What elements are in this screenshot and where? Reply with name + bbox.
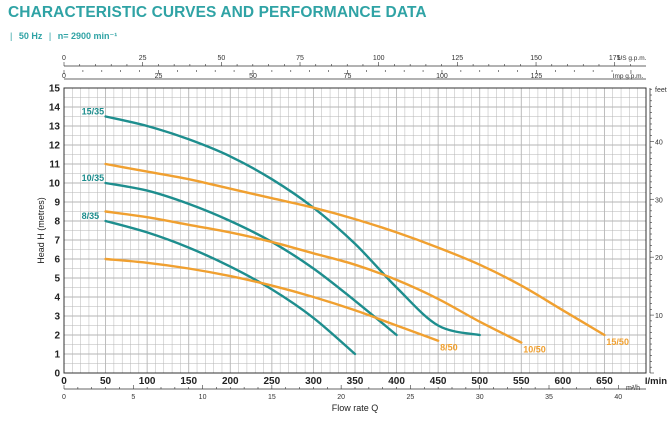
- m3h-unit-label: m³/h: [626, 385, 640, 392]
- series-label-15-50: 15/50: [606, 337, 629, 347]
- y-tick-label: 0: [54, 369, 60, 380]
- curves: [104, 115, 606, 356]
- y-axis-label: Head H (metres): [36, 197, 46, 264]
- series-label-10-35: 10/35: [82, 173, 105, 183]
- y-tick-label: 6: [54, 255, 60, 266]
- y-tick-label: 11: [49, 160, 60, 171]
- series-label-15-35: 15/35: [82, 107, 105, 117]
- curve-15-35: [104, 115, 481, 337]
- x-tick-label: 450: [430, 376, 447, 387]
- x-tick-label: 350: [347, 376, 364, 387]
- imp-gpm-tick-label: 75: [344, 73, 352, 80]
- x-tick-label: 150: [180, 376, 197, 387]
- m3h-tick-label: 25: [407, 394, 415, 401]
- x-tick-label: 50: [100, 376, 112, 387]
- us-gpm-tick-label: 0: [62, 55, 66, 62]
- grid: [63, 87, 647, 374]
- y-tick-label: 9: [54, 198, 60, 209]
- x-tick-label: 500: [471, 376, 488, 387]
- x-axis-label: Flow rate Q: [332, 403, 379, 413]
- x-tick-label: 100: [139, 376, 156, 387]
- x-tick-label: 650: [596, 376, 613, 387]
- y-tick-label: 8: [54, 217, 60, 228]
- us-gpm-tick-label: 50: [217, 55, 225, 62]
- imp-gpm-tick-label: 125: [531, 73, 543, 80]
- series-label-8-50: 8/50: [440, 343, 458, 353]
- imp-gpm-unit-label: Imp g.p.m.: [613, 73, 644, 80]
- y-tick-label: 2: [54, 331, 60, 342]
- y-tick-label: 1: [54, 350, 60, 361]
- curve-15-50: [104, 162, 606, 337]
- feet-tick-label: 20: [655, 255, 663, 262]
- m3h-tick-label: 0: [62, 394, 66, 401]
- imp-gpm-tick-label: 50: [249, 73, 257, 80]
- x-tick-label: 0: [61, 376, 67, 387]
- m3h-tick-label: 10: [199, 394, 207, 401]
- us-gpm-tick-label: 125: [452, 55, 464, 62]
- m3h-tick-label: 30: [476, 394, 484, 401]
- us-gpm-tick-label: 100: [373, 55, 385, 62]
- x-tick-label: 550: [513, 376, 530, 387]
- frequency-label: 50 Hz: [18, 31, 43, 41]
- m3h-tick-label: 5: [131, 394, 135, 401]
- x-unit-label: l/min: [645, 376, 667, 387]
- y-tick-label: 4: [54, 293, 60, 304]
- y-tick-label: 14: [49, 103, 61, 114]
- y-tick-label: 3: [54, 312, 60, 323]
- curve-10-50: [104, 210, 523, 344]
- us-gpm-tick-label: 25: [139, 55, 147, 62]
- curve-10-35: [104, 181, 398, 337]
- x-tick-label: 200: [222, 376, 239, 387]
- imp-gpm-tick-label: 100: [436, 73, 448, 80]
- y-tick-label: 7: [54, 236, 60, 247]
- feet-unit-label: feet: [655, 87, 667, 94]
- us-gpm-tick-label: 150: [530, 55, 542, 62]
- series-label-10-50: 10/50: [523, 345, 546, 355]
- imp-gpm-tick-label: 0: [62, 73, 66, 80]
- curve-8-50: [104, 257, 440, 342]
- us-gpm-unit-label: US g.p.m.: [618, 55, 647, 62]
- us-gpm-tick-label: 175: [609, 55, 621, 62]
- labels: 15/35 10/35 8/35 15/50 10/50 8/50: [82, 107, 629, 355]
- y-tick-label: 5: [54, 274, 60, 285]
- m3h-tick-label: 35: [545, 394, 553, 401]
- feet-tick-label: 40: [655, 139, 663, 146]
- page-title: CHARACTERISTIC CURVES AND PERFORMANCE DA…: [8, 4, 427, 21]
- m3h-tick-label: 40: [614, 394, 622, 401]
- spec-line: | 50 Hz | n= 2900 min⁻¹: [10, 31, 118, 41]
- m3h-tick-label: 20: [337, 394, 345, 401]
- y-tick-label: 13: [49, 122, 61, 133]
- feet-tick-label: 30: [655, 197, 663, 204]
- y-tick-label: 15: [49, 84, 61, 95]
- us-gpm-tick-label: 75: [296, 55, 304, 62]
- curve-8-35: [104, 219, 357, 356]
- x-tick-label: 300: [305, 376, 322, 387]
- x-tick-label: 250: [264, 376, 281, 387]
- x-tick-label: 600: [555, 376, 572, 387]
- y-tick-label: 12: [49, 141, 61, 152]
- plot-frame: [63, 87, 647, 374]
- series-label-8-35: 8/35: [82, 211, 100, 221]
- speed-label: n= 2900 min⁻¹: [57, 31, 118, 41]
- imp-gpm-tick-label: 25: [155, 73, 163, 80]
- feet-tick-label: 10: [655, 313, 663, 320]
- y-tick-label: 10: [49, 179, 61, 190]
- x-tick-label: 400: [388, 376, 405, 387]
- m3h-tick-label: 15: [268, 394, 276, 401]
